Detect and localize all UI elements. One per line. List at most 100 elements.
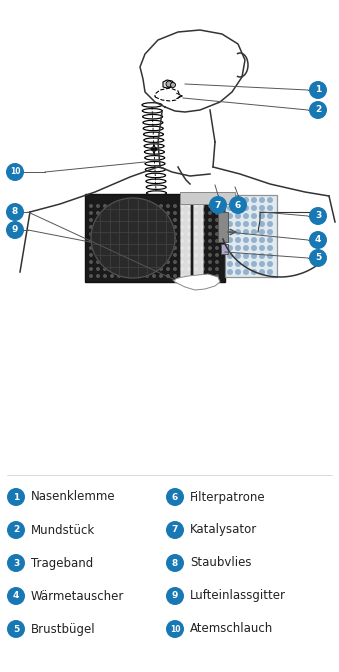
Circle shape (103, 232, 107, 236)
Circle shape (180, 267, 184, 271)
Circle shape (180, 253, 184, 257)
Circle shape (96, 267, 100, 271)
Circle shape (96, 239, 100, 243)
Circle shape (187, 218, 191, 222)
Circle shape (227, 269, 233, 275)
Circle shape (7, 587, 25, 605)
Circle shape (229, 196, 247, 214)
Circle shape (194, 239, 198, 243)
Circle shape (180, 260, 184, 264)
Bar (225, 195, 277, 277)
Circle shape (166, 267, 170, 271)
Circle shape (166, 260, 170, 264)
Text: Wärmetauscher: Wärmetauscher (31, 589, 124, 603)
Circle shape (89, 267, 93, 271)
Circle shape (259, 205, 265, 211)
Circle shape (215, 218, 219, 222)
Circle shape (251, 237, 257, 243)
Circle shape (96, 260, 100, 264)
Circle shape (267, 245, 273, 251)
Circle shape (227, 213, 233, 219)
Circle shape (131, 211, 135, 215)
Circle shape (309, 101, 327, 119)
Circle shape (208, 253, 212, 257)
Circle shape (243, 197, 249, 203)
Circle shape (117, 274, 121, 278)
Bar (221, 244, 228, 254)
Circle shape (89, 211, 93, 215)
Circle shape (159, 225, 163, 229)
Circle shape (235, 253, 241, 259)
Circle shape (159, 239, 163, 243)
Circle shape (187, 232, 191, 236)
Circle shape (131, 274, 135, 278)
Circle shape (145, 246, 149, 250)
Circle shape (187, 260, 191, 264)
Circle shape (259, 221, 265, 227)
Circle shape (138, 211, 142, 215)
Circle shape (117, 246, 121, 250)
Circle shape (152, 267, 156, 271)
Circle shape (267, 213, 273, 219)
Circle shape (117, 267, 121, 271)
Circle shape (89, 232, 93, 236)
Circle shape (159, 204, 163, 208)
Circle shape (159, 253, 163, 257)
Circle shape (259, 197, 265, 203)
Text: Trageband: Trageband (31, 556, 93, 569)
Circle shape (138, 260, 142, 264)
Text: 7: 7 (172, 526, 178, 534)
Polygon shape (180, 194, 190, 282)
Circle shape (131, 246, 135, 250)
Circle shape (267, 221, 273, 227)
Polygon shape (91, 198, 175, 278)
Text: 10: 10 (10, 167, 20, 177)
Circle shape (117, 204, 121, 208)
Circle shape (201, 218, 205, 222)
Circle shape (227, 229, 233, 235)
Circle shape (243, 221, 249, 227)
Circle shape (235, 213, 241, 219)
Circle shape (187, 274, 191, 278)
Circle shape (251, 205, 257, 211)
Circle shape (89, 204, 93, 208)
Polygon shape (173, 274, 220, 290)
Bar (218, 212, 228, 242)
Circle shape (117, 253, 121, 257)
Circle shape (251, 269, 257, 275)
Circle shape (194, 246, 198, 250)
Text: 9: 9 (172, 591, 178, 601)
Circle shape (103, 246, 107, 250)
Circle shape (215, 211, 219, 215)
Circle shape (117, 211, 121, 215)
Circle shape (187, 225, 191, 229)
Circle shape (131, 204, 135, 208)
Text: Katalysator: Katalysator (190, 523, 257, 536)
Circle shape (159, 211, 163, 215)
Circle shape (124, 260, 128, 264)
Circle shape (159, 267, 163, 271)
Circle shape (251, 245, 257, 251)
Circle shape (159, 274, 163, 278)
Circle shape (267, 261, 273, 267)
Circle shape (166, 253, 170, 257)
Circle shape (259, 245, 265, 251)
Circle shape (173, 232, 177, 236)
Circle shape (227, 253, 233, 259)
Circle shape (124, 211, 128, 215)
Circle shape (259, 269, 265, 275)
Circle shape (187, 204, 191, 208)
Circle shape (96, 274, 100, 278)
Circle shape (89, 260, 93, 264)
Bar (85, 194, 225, 282)
Circle shape (103, 204, 107, 208)
Circle shape (96, 253, 100, 257)
Circle shape (152, 218, 156, 222)
Circle shape (166, 246, 170, 250)
Circle shape (209, 196, 227, 214)
Circle shape (131, 267, 135, 271)
Circle shape (117, 239, 121, 243)
Circle shape (309, 231, 327, 249)
Circle shape (103, 218, 107, 222)
Circle shape (145, 274, 149, 278)
